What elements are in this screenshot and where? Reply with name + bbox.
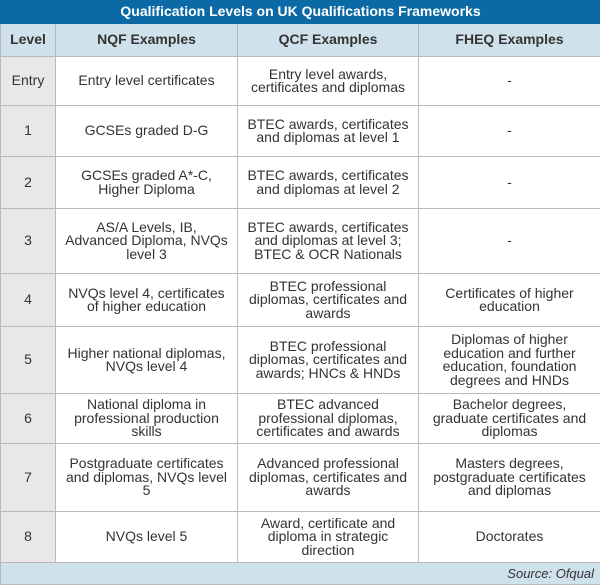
source-note: Source: Ofqual — [1, 563, 600, 585]
qcf-cell: BTEC awards, certificates and diplomas a… — [238, 157, 419, 209]
qcf-cell: BTEC professional diplomas, certificates… — [238, 274, 419, 327]
level-cell: 4 — [1, 274, 56, 327]
qcf-cell: BTEC awards, certificates and diplomas a… — [238, 209, 419, 274]
fheq-cell: - — [419, 209, 600, 274]
level-cell: 3 — [1, 209, 56, 274]
column-header-fheq: FHEQ Examples — [419, 24, 600, 57]
nqf-cell: AS/A Levels, IB, Advanced Diploma, NVQs … — [56, 209, 238, 274]
qcf-cell: BTEC advanced professional diplomas, cer… — [238, 394, 419, 444]
nqf-cell: Postgraduate certificates and diplomas, … — [56, 444, 238, 512]
level-cell: Entry — [1, 57, 56, 106]
qcf-cell: Award, certificate and diploma in strate… — [238, 512, 419, 563]
nqf-cell: Higher national diplomas, NVQs level 4 — [56, 327, 238, 394]
fheq-cell: - — [419, 57, 600, 106]
nqf-cell: Entry level certificates — [56, 57, 238, 106]
level-cell: 8 — [1, 512, 56, 563]
nqf-cell: NVQs level 4, certificates of higher edu… — [56, 274, 238, 327]
fheq-cell: Bachelor degrees, graduate certificates … — [419, 394, 600, 444]
level-cell: 6 — [1, 394, 56, 444]
column-header-level: Level — [1, 24, 56, 57]
level-cell: 5 — [1, 327, 56, 394]
nqf-cell: GCSEs graded A*-C, Higher Diploma — [56, 157, 238, 209]
qcf-cell: BTEC awards, certificates and diplomas a… — [238, 106, 419, 157]
qcf-cell: Entry level awards, certificates and dip… — [238, 57, 419, 106]
fheq-cell: Certificates of higher education — [419, 274, 600, 327]
column-header-qcf: QCF Examples — [238, 24, 419, 57]
column-header-nqf: NQF Examples — [56, 24, 238, 57]
fheq-cell: Doctorates — [419, 512, 600, 563]
fheq-cell: - — [419, 106, 600, 157]
fheq-cell: - — [419, 157, 600, 209]
nqf-cell: NVQs level 5 — [56, 512, 238, 563]
level-cell: 1 — [1, 106, 56, 157]
level-cell: 7 — [1, 444, 56, 512]
qcf-cell: Advanced professional diplomas, certific… — [238, 444, 419, 512]
table-title: Qualification Levels on UK Qualification… — [1, 1, 600, 24]
qcf-cell: BTEC professional diplomas, certificates… — [238, 327, 419, 394]
nqf-cell: National diploma in professional product… — [56, 394, 238, 444]
level-cell: 2 — [1, 157, 56, 209]
fheq-cell: Diplomas of higher education and further… — [419, 327, 600, 394]
header-row: Level NQF Examples QCF Examples FHEQ Exa… — [1, 24, 600, 57]
nqf-cell: GCSEs graded D-G — [56, 106, 238, 157]
fheq-cell: Masters degrees, postgraduate certificat… — [419, 444, 600, 512]
